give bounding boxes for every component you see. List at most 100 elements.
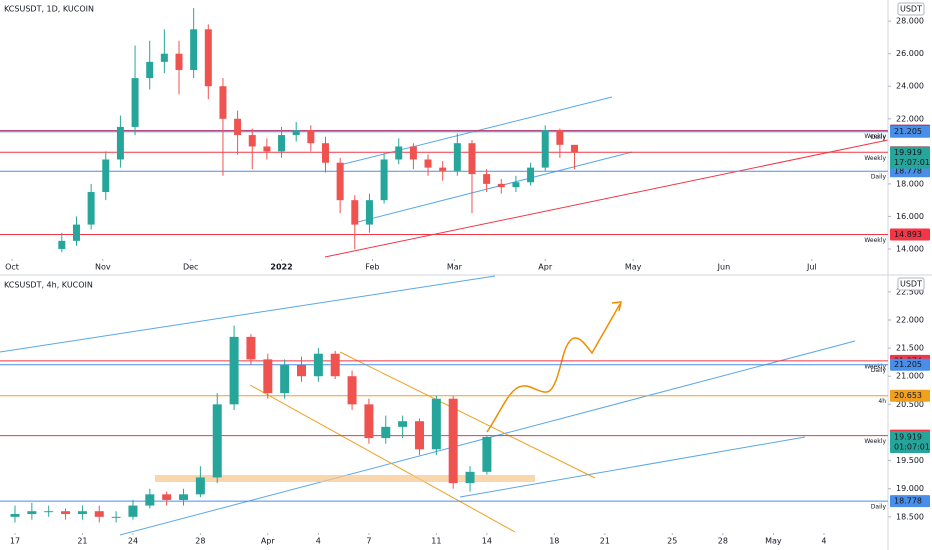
level-note: Weekly: [864, 237, 886, 244]
candle-body: [398, 421, 408, 427]
x-tick-label: Oct: [5, 263, 19, 272]
candle-body: [145, 494, 155, 506]
y-tick-label: 22.500: [896, 287, 924, 296]
level-note: Daily: [871, 134, 887, 141]
x-tick-label: 18: [549, 537, 559, 546]
candle-body: [248, 135, 256, 147]
level-note: Weekly: [864, 363, 886, 370]
y-tick-label: 18.000: [896, 179, 924, 188]
price-label: 14.893: [894, 230, 922, 239]
candle-body: [179, 494, 189, 500]
x-tick-label: Feb: [365, 263, 379, 272]
candle-body: [87, 192, 95, 225]
currency-box: [897, 277, 925, 291]
candle-body: [483, 174, 491, 184]
level-note: Weekly: [864, 438, 886, 445]
x-tick-label: 28: [195, 537, 205, 546]
candle-body: [571, 144, 579, 153]
candle-body: [10, 514, 20, 517]
x-tick-label: Jun: [717, 263, 731, 272]
candle-body: [229, 336, 239, 405]
price-label-box: [890, 125, 930, 138]
candle-body: [482, 436, 492, 472]
price-label: 18.778: [894, 167, 922, 176]
candle-body: [465, 471, 475, 484]
candle-body: [365, 200, 373, 225]
candle-body: [380, 159, 388, 201]
x-tick-label: Apr: [261, 537, 276, 546]
price-label: 21.205: [894, 360, 922, 369]
price-label: 20.653: [894, 391, 922, 400]
level-note: Weekly: [864, 155, 886, 162]
candle-body: [313, 353, 323, 377]
level-note: 4h: [878, 398, 886, 405]
x-tick-label: 21: [600, 537, 610, 546]
candle-body: [61, 511, 71, 515]
last-price-box: [890, 431, 930, 454]
x-tick-label: May: [625, 263, 642, 272]
currency: USDT: [900, 280, 922, 289]
trendline: [459, 436, 806, 498]
candle-body: [175, 53, 183, 70]
countdown: 01:07:01: [894, 443, 930, 452]
candle-body: [414, 421, 424, 450]
candle-body: [351, 200, 359, 225]
price-label-box: [890, 228, 930, 241]
candle-body: [44, 511, 54, 513]
candle-body: [395, 146, 403, 160]
candle-body: [246, 336, 256, 360]
x-tick-label: 7: [366, 537, 371, 546]
arrow-head: [611, 301, 622, 312]
candle-body: [336, 162, 344, 201]
x-tick-label: Mar: [447, 263, 463, 272]
y-tick-label: 20.500: [896, 400, 924, 409]
x-tick-label: 4: [821, 537, 826, 546]
x-tick-label: 14: [482, 537, 492, 546]
candle-body: [195, 477, 205, 495]
candle-body: [292, 130, 300, 136]
chart-title: KCSUSDT, 1D, KUCOIN: [4, 5, 94, 14]
candle-body: [330, 353, 340, 377]
last-price: 19.919: [894, 148, 922, 157]
x-tick-label: 24: [128, 537, 138, 546]
demand-zone: [155, 475, 535, 482]
y-tick-label: 19.000: [896, 484, 924, 493]
trendline: [0, 275, 496, 353]
candle-body: [453, 143, 461, 171]
candle-body: [439, 167, 447, 171]
trendline: [324, 139, 889, 258]
y-tick-label: 26.000: [896, 49, 924, 58]
x-tick-label: Apr: [538, 263, 553, 272]
y-tick-label: 28.000: [896, 17, 924, 26]
level-note: Daily: [871, 504, 887, 511]
countdown: 17:07:01: [894, 158, 930, 167]
candle-body: [541, 130, 549, 168]
pane: 18.500 19.000 19.500 20.500 21.000 21.500 22.0…: [0, 277, 930, 546]
candle-body: [212, 404, 222, 478]
candle-body: [556, 130, 564, 145]
candle-body: [94, 511, 104, 517]
x-tick-label: 25: [667, 537, 677, 546]
y-tick-label: 21.500: [896, 344, 924, 353]
y-tick-label: 18.500: [896, 512, 924, 521]
candle-body: [297, 364, 307, 377]
x-tick-label: Dec: [183, 263, 198, 272]
candle-body: [204, 29, 212, 87]
candle-body: [468, 143, 476, 175]
candle-body: [58, 240, 66, 249]
currency-box: [897, 2, 925, 16]
last-price-box: [890, 146, 930, 169]
candle-body: [190, 29, 198, 70]
price-label: 18.778: [894, 497, 922, 506]
y-tick-label: 24.000: [896, 82, 924, 91]
x-tick-label: May: [765, 537, 782, 546]
x-tick-label: 2022: [270, 263, 292, 272]
y-tick-label: 16.000: [896, 212, 924, 221]
x-tick-label: 17: [10, 537, 20, 546]
candle-body: [263, 359, 273, 394]
candle-body: [364, 404, 374, 439]
candle-body: [162, 494, 172, 500]
level-note: Daily: [871, 367, 887, 374]
candle-body: [280, 364, 290, 394]
